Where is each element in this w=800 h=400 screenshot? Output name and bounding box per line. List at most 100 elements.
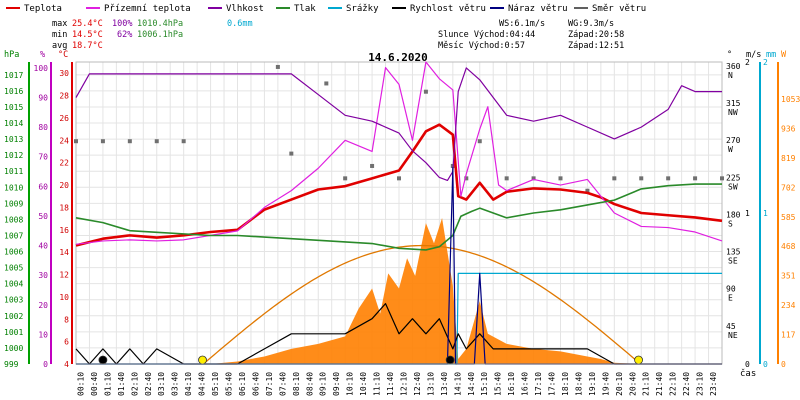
x-tick-label: 11:10	[373, 372, 382, 396]
y-tick-dir: SW	[728, 182, 738, 191]
y-tick-degc: 18	[59, 203, 69, 212]
x-tick-label: 12:40	[413, 372, 422, 396]
x-tick-label: 13:10	[426, 372, 435, 396]
legend: Teplota Přízemní teplota Vlhkost Tlak Sr…	[6, 4, 646, 14]
x-tick-label: 03:40	[171, 372, 180, 396]
wind-dir-point	[477, 139, 482, 144]
x-tick-label: 21:40	[655, 372, 664, 396]
y-tick-dir: S	[728, 219, 733, 228]
stat-ws: WS:6.1m/s	[499, 19, 545, 29]
wind-dir-point	[100, 139, 105, 144]
legend-item-tlak: Tlak	[276, 4, 316, 14]
y-tick-hpa: 1015	[4, 103, 23, 112]
x-tick-label: 12:10	[399, 372, 408, 396]
stat-max-label: max	[52, 19, 67, 29]
y-tick-degc: 24	[59, 136, 69, 145]
y-tick-pct: 70	[38, 153, 48, 162]
legend-label: Srážky	[346, 4, 379, 14]
x-tick-label: 16:10	[507, 372, 516, 396]
x-tick-label: 00:40	[90, 372, 99, 396]
legend-label: Náraz větru	[508, 4, 568, 14]
y-tick-hpa: 1002	[4, 312, 23, 321]
stat-avg-label: avg	[52, 41, 67, 51]
stat-min-press: 1006.1hPa	[137, 30, 183, 40]
chart-title: 14.6.2020	[368, 51, 428, 64]
y-tick-hpa: 1009	[4, 199, 23, 208]
y-tick-hpa: 1000	[4, 344, 23, 353]
x-tick-label: 17:10	[534, 372, 543, 396]
y-tick-degc: 26	[59, 114, 69, 123]
wind-dir-point	[324, 81, 329, 86]
y-tick-dir: NE	[728, 331, 738, 340]
stats-panel: max 25.4°C 100% 1010.4hPa 0.6mm min 14.5…	[52, 19, 624, 51]
wind-dir-point	[397, 176, 401, 181]
y-tick-pct: 80	[38, 123, 48, 132]
wind-dir-point	[666, 176, 671, 181]
wind-dir-point	[612, 176, 617, 181]
series-line-vlhkost	[75, 67, 722, 182]
y-tick-w: 117	[781, 331, 796, 340]
wind-dir-point	[558, 176, 563, 181]
y-tick-pct: 0	[43, 360, 48, 369]
x-tick-label: 14:40	[467, 372, 476, 396]
wind-dir-point	[585, 188, 590, 193]
x-tick-label: 18:10	[561, 372, 570, 396]
y-tick-dir: SE	[728, 257, 738, 266]
x-tick-label: 05:40	[225, 372, 234, 396]
y-tick-w: 702	[781, 183, 796, 192]
x-tick-label: 02:10	[130, 372, 139, 396]
y-tick-pct: 50	[38, 212, 48, 221]
y-tick-hpa: 1010	[4, 183, 23, 192]
y-tick-mm: 1	[763, 209, 768, 218]
x-tick-label: 23:10	[696, 372, 705, 396]
stat-max-press: 1010.4hPa	[137, 19, 183, 29]
y-tick-deg: 45	[726, 322, 736, 331]
stat-wg: WG:9.3m/s	[568, 19, 614, 29]
x-tick-label: 20:10	[615, 372, 624, 396]
legend-label: Směr větru	[592, 4, 646, 14]
solar-radiation-area	[76, 218, 722, 364]
x-tick-label: 15:10	[480, 372, 489, 396]
x-tick-label: 04:10	[184, 372, 193, 396]
x-tick-label: 20:40	[628, 372, 637, 396]
stat-max-temp: 25.4°C	[72, 19, 103, 29]
y-tick-pct: 90	[38, 94, 48, 103]
unit-pct: %	[40, 50, 45, 60]
legend-item-srazky: Srážky	[328, 4, 379, 14]
stat-max-hum: 100%	[112, 19, 132, 29]
y-tick-ms: 1	[745, 209, 750, 218]
y-tick-pct: 30	[38, 271, 48, 280]
x-tick-label: 10:40	[359, 372, 368, 396]
wind-dir-point	[181, 139, 186, 144]
wind-dir-point	[275, 64, 280, 69]
y-tick-degc: 10	[59, 293, 69, 302]
x-tick-label: 19:10	[588, 372, 597, 396]
y-tick-dir: NW	[728, 108, 738, 117]
wind-dir-point	[693, 176, 698, 181]
x-tick-label: 02:40	[144, 372, 153, 396]
y-tick-hpa: 1011	[4, 167, 23, 176]
x-tick-label: 14:10	[453, 372, 462, 396]
unit-ms: m/s	[746, 50, 761, 60]
x-tick-label: 17:40	[548, 372, 557, 396]
x-tick-label: 13:40	[440, 372, 449, 396]
y-tick-deg: 180	[726, 210, 741, 219]
legend-item-teplota: Teplota	[6, 4, 62, 14]
marker-black	[445, 355, 455, 365]
legend-label: Teplota	[24, 4, 62, 14]
stat-avg-temp: 18.7°C	[72, 41, 103, 51]
sun-elevation-curve	[202, 244, 640, 365]
axis-units: hPa % °C ° m/s mm W	[4, 50, 787, 60]
wind-dir-point	[343, 176, 348, 181]
series-line-tlak	[75, 183, 722, 251]
x-tick-label: 09:40	[332, 372, 341, 396]
y-tick-mm: 0	[763, 360, 768, 369]
y-tick-dir: W	[728, 145, 733, 154]
x-tick-label: 01:10	[103, 372, 112, 396]
legend-item-rychlost: Rychlost větru	[392, 4, 486, 14]
y-tick-pct: 40	[38, 242, 48, 251]
x-tick-label: 04:40	[198, 372, 207, 396]
wind-dir-point	[423, 89, 428, 94]
marker-yellow	[198, 355, 207, 365]
x-tick-label: 19:40	[601, 372, 610, 396]
